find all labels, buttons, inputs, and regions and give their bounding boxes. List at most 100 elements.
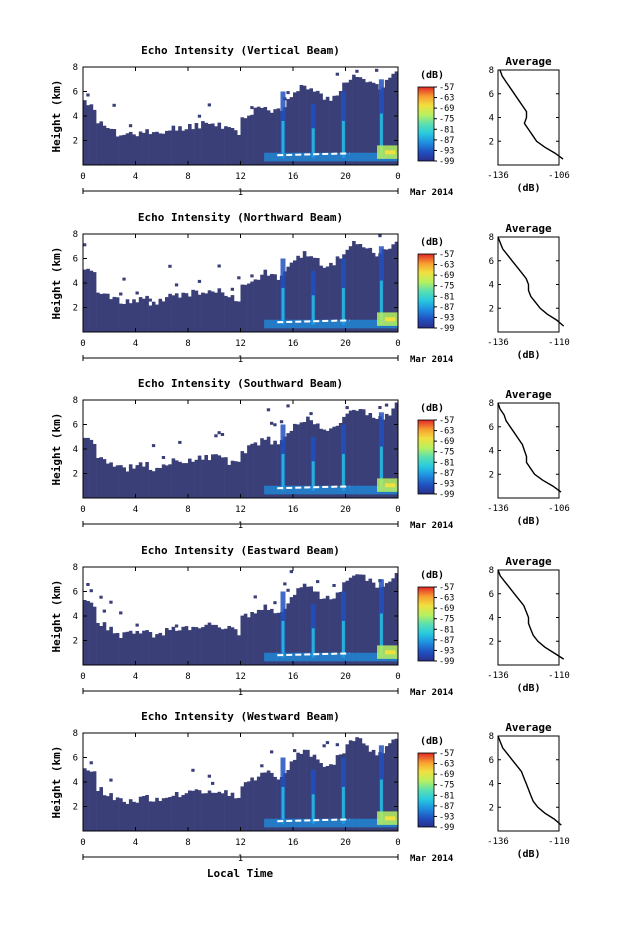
colorbar-tick-label: -87 bbox=[439, 802, 454, 812]
echo-column bbox=[119, 135, 123, 165]
echo-column bbox=[92, 771, 97, 831]
x-tick-label: 0 bbox=[395, 172, 400, 182]
echo-column bbox=[332, 426, 336, 498]
echo-column bbox=[256, 279, 261, 332]
echo-column bbox=[233, 130, 238, 165]
echo-column bbox=[145, 129, 149, 165]
average-y-tick-label: 4 bbox=[489, 614, 494, 624]
echo-column bbox=[174, 630, 179, 665]
echo-column bbox=[319, 93, 323, 165]
echo-column bbox=[286, 770, 290, 831]
echo-column bbox=[171, 626, 176, 665]
echo-column bbox=[171, 125, 176, 165]
echo-column bbox=[138, 462, 143, 498]
echo-column bbox=[158, 298, 163, 332]
echo-column bbox=[384, 413, 389, 498]
echo-column bbox=[220, 457, 225, 498]
average-x-tick-label: -136 bbox=[487, 837, 509, 847]
echo-column bbox=[188, 790, 192, 831]
colorbar bbox=[417, 419, 435, 495]
x-tick-label: 20 bbox=[340, 505, 351, 515]
echo-column bbox=[151, 637, 156, 665]
echo-column bbox=[204, 293, 208, 332]
echo-fleck bbox=[289, 570, 293, 574]
colorbar-tick-label: -75 bbox=[439, 448, 454, 458]
echo-column bbox=[371, 252, 376, 332]
x-tick-label: 16 bbox=[288, 672, 299, 682]
echo-column bbox=[102, 293, 107, 332]
average-title: Average bbox=[505, 55, 552, 68]
echo-fleck bbox=[273, 423, 277, 427]
echo-column bbox=[207, 290, 212, 332]
echo-column bbox=[201, 627, 205, 665]
echo-streak-core bbox=[311, 794, 315, 824]
echo-column bbox=[220, 793, 225, 831]
echo-column bbox=[184, 129, 189, 165]
panel-title: Echo Intensity (Westward Beam) bbox=[141, 710, 340, 723]
echo-column bbox=[148, 632, 153, 665]
colorbar-tick-label: -99 bbox=[439, 823, 454, 833]
echo-column bbox=[365, 415, 369, 498]
echo-column bbox=[106, 463, 110, 498]
echo-column bbox=[145, 795, 149, 831]
echo-column bbox=[230, 295, 235, 332]
echo-column bbox=[388, 77, 392, 165]
echo-column bbox=[188, 458, 192, 498]
echo-column bbox=[325, 266, 330, 332]
x-tick-label: 4 bbox=[133, 505, 138, 515]
echo-column bbox=[286, 603, 290, 665]
echo-column bbox=[247, 617, 251, 665]
echo-fleck bbox=[293, 749, 297, 753]
echo-column bbox=[332, 265, 336, 332]
echo-column bbox=[276, 279, 281, 332]
echo-column bbox=[355, 574, 359, 665]
panel-5: Echo Intensity (Westward Beam) 2 4 6 8 Height… bbox=[50, 710, 570, 864]
average-title: Average bbox=[505, 388, 552, 401]
echo-column bbox=[178, 126, 182, 165]
echo-column bbox=[352, 74, 356, 165]
date-label: Mar 2014 bbox=[410, 521, 454, 531]
echo-column bbox=[230, 128, 235, 165]
echo-column bbox=[299, 85, 304, 165]
echo-column bbox=[109, 626, 113, 665]
echo-column bbox=[151, 132, 156, 165]
echo-fleck bbox=[86, 583, 90, 586]
echo-column bbox=[106, 630, 110, 665]
echo-column bbox=[322, 598, 327, 665]
date-label: Mar 2014 bbox=[410, 688, 454, 698]
average-profile-line bbox=[497, 402, 562, 493]
echo-column bbox=[227, 127, 231, 165]
echo-column bbox=[394, 241, 399, 332]
echo-fleck bbox=[122, 277, 126, 281]
echo-column bbox=[194, 459, 199, 498]
bright-layer bbox=[264, 152, 398, 162]
echo-column bbox=[151, 471, 156, 498]
x-tick-label: 20 bbox=[340, 838, 351, 848]
echo-column bbox=[86, 268, 90, 332]
echo-fleck bbox=[332, 584, 336, 587]
average-x-tick-label: -106 bbox=[548, 504, 570, 514]
colorbar-tick-label: -57 bbox=[439, 83, 454, 93]
echo-column bbox=[122, 801, 126, 831]
echo-column bbox=[371, 82, 376, 165]
x-tick-label: 12 bbox=[235, 505, 246, 515]
echo-column bbox=[394, 738, 399, 831]
average-y-tick-label: 2 bbox=[489, 137, 494, 147]
echo-column bbox=[96, 458, 100, 498]
echo-streak-core bbox=[311, 461, 315, 491]
y-tick-label: 4 bbox=[73, 112, 78, 122]
echo-column bbox=[306, 416, 310, 498]
echo-column bbox=[201, 459, 205, 498]
echo-streak-core bbox=[379, 113, 383, 158]
average-profile-line bbox=[497, 735, 562, 826]
echo-column bbox=[237, 797, 241, 831]
echo-fleck bbox=[217, 431, 221, 435]
echo-column bbox=[316, 759, 320, 831]
echo-fleck bbox=[191, 768, 195, 772]
colorbar-tick-label: -93 bbox=[439, 479, 454, 489]
echo-fleck bbox=[197, 114, 202, 118]
echo-fleck bbox=[325, 741, 330, 745]
echo-column bbox=[352, 409, 356, 498]
echo-column bbox=[240, 451, 245, 498]
